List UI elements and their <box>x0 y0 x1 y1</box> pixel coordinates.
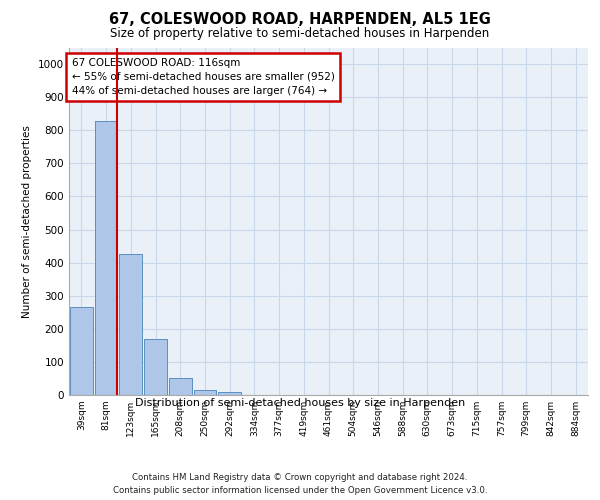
Text: Distribution of semi-detached houses by size in Harpenden: Distribution of semi-detached houses by … <box>135 398 465 407</box>
Text: Contains public sector information licensed under the Open Government Licence v3: Contains public sector information licen… <box>113 486 487 495</box>
Bar <box>169 378 191 395</box>
Bar <box>95 121 118 395</box>
Text: Size of property relative to semi-detached houses in Harpenden: Size of property relative to semi-detach… <box>110 28 490 40</box>
Text: 67 COLESWOOD ROAD: 116sqm
← 55% of semi-detached houses are smaller (952)
44% of: 67 COLESWOOD ROAD: 116sqm ← 55% of semi-… <box>71 58 334 96</box>
Bar <box>144 340 167 395</box>
Bar <box>119 254 142 395</box>
Bar <box>70 306 93 395</box>
Y-axis label: Number of semi-detached properties: Number of semi-detached properties <box>22 125 32 318</box>
Bar <box>218 392 241 395</box>
Text: 67, COLESWOOD ROAD, HARPENDEN, AL5 1EG: 67, COLESWOOD ROAD, HARPENDEN, AL5 1EG <box>109 12 491 28</box>
Bar <box>194 390 216 395</box>
Text: Contains HM Land Registry data © Crown copyright and database right 2024.: Contains HM Land Registry data © Crown c… <box>132 472 468 482</box>
